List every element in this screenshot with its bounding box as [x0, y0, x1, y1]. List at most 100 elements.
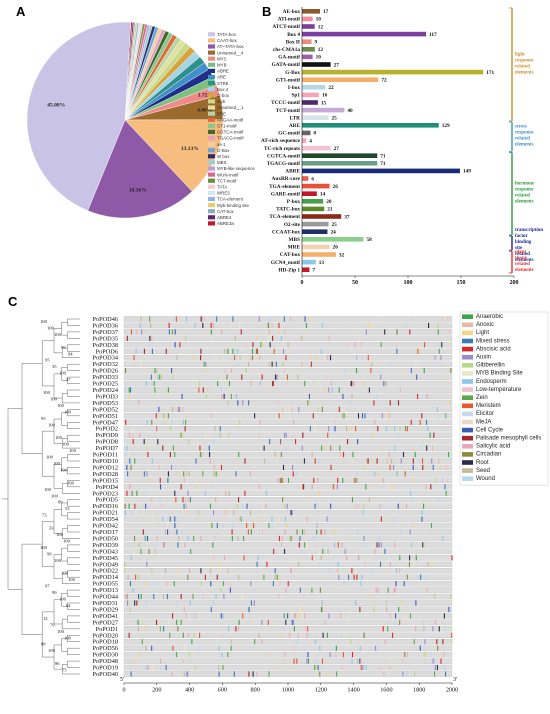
element-mark	[357, 529, 359, 535]
element-mark	[434, 593, 436, 600]
element-mark	[125, 451, 127, 458]
element-mark	[139, 432, 141, 438]
element-mark	[384, 548, 386, 554]
element-mark	[210, 322, 212, 329]
bar-value-label: 16	[322, 93, 328, 99]
bar-auxrr-core	[302, 176, 309, 181]
legend-label-unnamed-4: Unnamed__4	[217, 50, 244, 55]
element-x-tick-label: 0	[122, 687, 125, 694]
element-mark	[325, 374, 327, 380]
element-mark	[346, 426, 348, 432]
element-mark	[405, 322, 407, 329]
element-mark	[145, 626, 147, 632]
element-mark	[185, 613, 187, 619]
element-mark	[334, 419, 336, 425]
element-mark	[319, 645, 321, 651]
bar-category-label: GC-motif	[278, 131, 300, 137]
element-mark	[174, 490, 176, 496]
bar-category-label: AE-box	[283, 9, 301, 15]
element-mark	[277, 477, 279, 483]
element-mark	[138, 400, 140, 406]
element-mark	[313, 535, 315, 542]
bar-x-tick-label: 50	[352, 280, 358, 286]
element-mark	[267, 626, 269, 632]
element-mark	[146, 471, 148, 477]
promoter-track-popod23	[123, 490, 453, 497]
element-mark	[346, 342, 348, 348]
element-mark	[180, 593, 182, 600]
element-mark	[321, 600, 323, 606]
element-mark	[341, 413, 343, 419]
element-mark	[176, 355, 178, 361]
element-mark	[162, 529, 164, 535]
element-mark	[443, 664, 446, 671]
element-mark	[256, 561, 258, 567]
bootstrap-label: 100	[67, 480, 75, 485]
element-mark	[225, 510, 227, 516]
element-mark	[158, 406, 160, 412]
element-mark	[412, 458, 414, 464]
gene-label-popod3: PoPOD3	[96, 393, 118, 400]
bar-value-label: 171	[486, 70, 494, 76]
legend-swatch-anaerobic	[462, 314, 473, 319]
element-mark	[246, 522, 248, 529]
bar-category-label: TGA-element	[269, 184, 300, 190]
element-mark	[256, 348, 258, 354]
element-mark	[199, 632, 201, 638]
element-mark	[284, 652, 286, 658]
element-mark	[280, 451, 282, 458]
bar-category-label: TCA-element	[269, 214, 300, 220]
promoter-track-popod24	[123, 387, 453, 393]
element-mark	[276, 374, 278, 380]
element-mark	[172, 406, 174, 412]
promoter-track-popod54	[123, 516, 453, 522]
element-mark	[130, 671, 132, 677]
bar-value-label: 15	[321, 100, 327, 106]
element-mark	[333, 484, 335, 490]
element-mark	[167, 471, 169, 477]
bar-value-label: 9	[315, 40, 318, 46]
gene-label-popod41: PoPOD41	[92, 613, 118, 620]
legend-label-meristem: Meristem	[476, 403, 501, 409]
element-mark	[153, 380, 155, 387]
element-mark	[144, 535, 146, 542]
element-mark	[443, 613, 445, 619]
element-mark	[430, 652, 432, 658]
element-mark	[128, 503, 130, 509]
bootstrap-label: 100	[40, 319, 48, 324]
element-mark	[197, 510, 199, 516]
legend-label-cgtca-motif: CGTCA-motif	[217, 130, 244, 135]
element-mark	[334, 529, 336, 535]
element-mark	[188, 652, 190, 658]
element-mark	[213, 439, 215, 445]
element-mark	[326, 516, 328, 522]
gene-label-popod36: PoPOD36	[92, 322, 118, 329]
element-mark	[380, 664, 382, 671]
element-mark	[150, 374, 152, 380]
element-mark	[298, 542, 300, 548]
element-mark	[316, 522, 318, 529]
element-mark	[308, 400, 310, 406]
element-mark	[214, 426, 216, 432]
element-mark	[353, 477, 355, 483]
gene-label-popod12: PoPOD12	[92, 464, 118, 471]
element-mark	[364, 561, 366, 567]
element-mark	[220, 387, 222, 393]
element-mark	[283, 626, 285, 632]
element-mark	[132, 426, 134, 432]
element-mark	[146, 561, 148, 567]
bootstrap-label: 88	[41, 642, 46, 647]
element-mark	[278, 535, 280, 542]
element-mark	[167, 387, 169, 393]
element-mark	[337, 484, 339, 490]
element-mark	[352, 458, 354, 464]
element-mark	[238, 619, 240, 625]
element-mark	[287, 658, 289, 664]
element-mark	[220, 587, 222, 593]
element-mark	[268, 652, 270, 658]
legend-swatch-auxin	[462, 354, 473, 360]
element-mark	[361, 413, 364, 419]
promoter-track-popod26	[123, 367, 453, 374]
legend-swatch-circadian	[462, 452, 473, 457]
element-mark	[385, 380, 388, 387]
